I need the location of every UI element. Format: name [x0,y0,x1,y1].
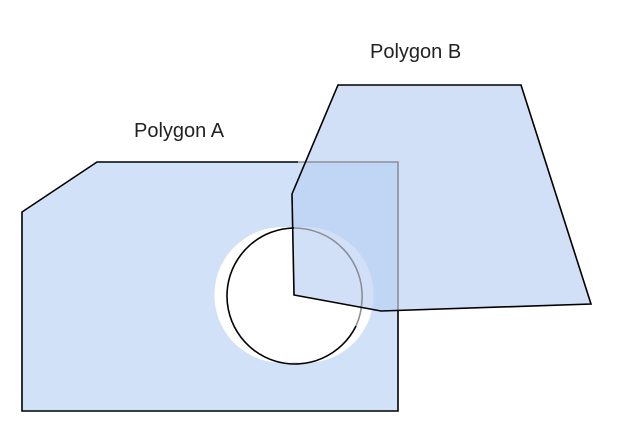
polygon-b-shape [292,85,591,311]
polygon-a-label: Polygon A [134,120,225,142]
polygon-a-outline-under-b [298,161,399,311]
hole-outline [226,227,357,365]
polygon-a-outline [21,161,399,412]
hole-outline-under-b [293,227,363,327]
polygon-b-outline [291,84,593,312]
polygon-b-label: Polygon B [370,41,461,63]
